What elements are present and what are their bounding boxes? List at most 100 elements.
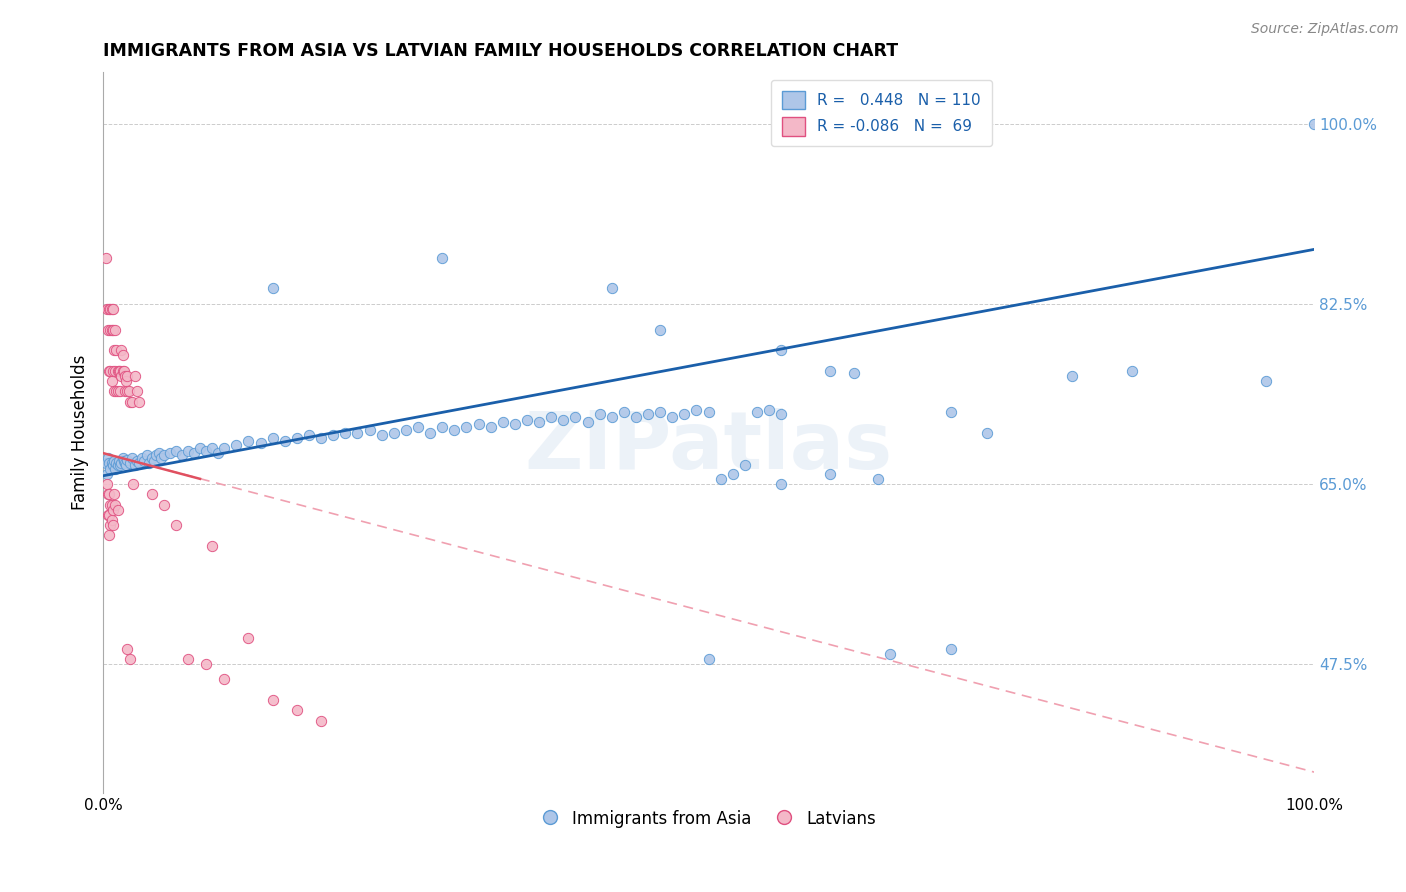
Point: [100, 323, 122, 337]
Point: [111, 451, 134, 466]
Point: [818, 364, 841, 378]
Point: [143, 454, 166, 468]
Point: [170, 448, 193, 462]
Point: [101, 458, 124, 473]
Point: [1254, 374, 1277, 388]
Point: [285, 703, 308, 717]
Point: [322, 427, 344, 442]
Point: [479, 420, 502, 434]
Point: [97, 487, 120, 501]
Point: [101, 323, 124, 337]
Point: [159, 446, 181, 460]
Point: [112, 454, 135, 468]
Point: [770, 343, 793, 358]
Point: [138, 457, 160, 471]
Point: [868, 472, 890, 486]
Point: [432, 420, 454, 434]
Point: [395, 424, 418, 438]
Point: [128, 457, 150, 471]
Point: [96, 477, 118, 491]
Point: [516, 413, 538, 427]
Point: [125, 454, 148, 468]
Point: [101, 502, 124, 516]
Point: [124, 458, 146, 473]
Point: [100, 323, 122, 337]
Point: [148, 446, 170, 460]
Point: [103, 343, 125, 358]
Point: [125, 384, 148, 399]
Point: [111, 348, 134, 362]
Point: [104, 461, 127, 475]
Point: [613, 405, 636, 419]
Point: [117, 384, 139, 399]
Point: [117, 453, 139, 467]
Point: [103, 487, 125, 501]
Point: [110, 457, 132, 471]
Point: [177, 652, 200, 666]
Point: [195, 444, 218, 458]
Point: [183, 446, 205, 460]
Text: IMMIGRANTS FROM ASIA VS LATVIAN FAMILY HOUSEHOLDS CORRELATION CHART: IMMIGRANTS FROM ASIA VS LATVIAN FAMILY H…: [103, 42, 898, 60]
Point: [879, 647, 901, 661]
Point: [588, 407, 610, 421]
Point: [770, 407, 793, 421]
Point: [225, 438, 247, 452]
Point: [98, 364, 121, 378]
Point: [94, 251, 117, 265]
Point: [108, 458, 131, 473]
Point: [101, 364, 124, 378]
Point: [118, 652, 141, 666]
Point: [443, 424, 465, 438]
Point: [249, 435, 271, 450]
Point: [262, 281, 284, 295]
Point: [492, 415, 515, 429]
Point: [98, 508, 121, 522]
Point: [112, 364, 135, 378]
Point: [103, 454, 125, 468]
Point: [262, 693, 284, 707]
Point: [103, 384, 125, 399]
Point: [131, 451, 153, 466]
Point: [135, 448, 157, 462]
Point: [758, 403, 780, 417]
Point: [101, 301, 124, 316]
Point: [201, 539, 224, 553]
Point: [117, 641, 139, 656]
Point: [141, 487, 163, 501]
Point: [370, 427, 392, 442]
Point: [976, 425, 998, 440]
Point: [117, 384, 139, 399]
Point: [346, 425, 368, 440]
Point: [1121, 364, 1143, 378]
Y-axis label: Family Households: Family Households: [72, 355, 89, 510]
Point: [100, 364, 122, 378]
Point: [285, 431, 308, 445]
Point: [98, 457, 121, 471]
Text: Source: ZipAtlas.com: Source: ZipAtlas.com: [1251, 22, 1399, 37]
Point: [650, 323, 672, 337]
Point: [721, 467, 744, 481]
Point: [134, 454, 156, 468]
Point: [121, 394, 143, 409]
Point: [1060, 368, 1083, 383]
Point: [145, 448, 167, 462]
Point: [238, 632, 260, 646]
Point: [110, 343, 132, 358]
Point: [100, 301, 122, 316]
Point: [114, 384, 136, 399]
Point: [108, 384, 131, 399]
Point: [382, 425, 405, 440]
Point: [177, 444, 200, 458]
Point: [842, 366, 865, 380]
Point: [98, 301, 121, 316]
Point: [100, 513, 122, 527]
Point: [150, 451, 173, 466]
Point: [111, 364, 134, 378]
Point: [673, 407, 696, 421]
Point: [141, 451, 163, 466]
Point: [114, 457, 136, 471]
Point: [309, 431, 332, 445]
Point: [309, 714, 332, 728]
Point: [115, 374, 138, 388]
Point: [697, 652, 720, 666]
